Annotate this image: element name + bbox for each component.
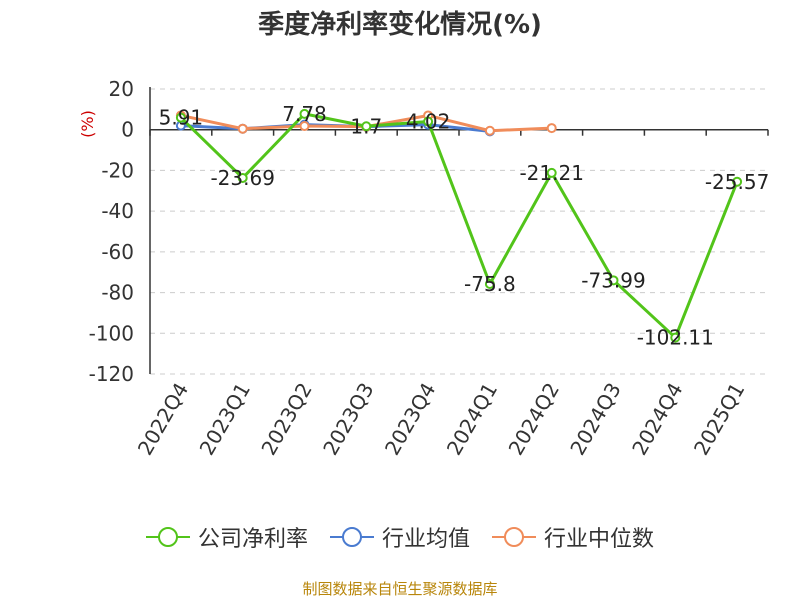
data-label: 7.78 xyxy=(282,102,327,126)
grid-lines xyxy=(150,88,768,375)
x-tick-label: 2024Q3 xyxy=(565,379,625,460)
x-tick-label: 2024Q2 xyxy=(504,379,564,460)
y-tick-label: -80 xyxy=(101,281,134,305)
x-tick-label: 2024Q4 xyxy=(627,379,687,460)
data-point xyxy=(484,125,495,136)
legend-label: 行业中位数 xyxy=(544,527,655,552)
data-point xyxy=(732,176,743,187)
y-tick-label: 0 xyxy=(121,118,134,142)
legend-marker-blue-icon xyxy=(329,527,374,547)
series-line xyxy=(179,112,739,340)
y-tick-label: -60 xyxy=(101,240,134,264)
data-label: -21.21 xyxy=(519,161,583,185)
data-point xyxy=(299,108,310,119)
legend-item-company-net-margin[interactable]: 公司净利率 xyxy=(145,521,308,553)
y-tick-label: -40 xyxy=(101,199,134,223)
data-point xyxy=(546,123,557,134)
source-note: 制图数据来自恒生聚源数据库 xyxy=(302,580,498,598)
y-tick-label: -100 xyxy=(89,321,134,345)
legend-marker-green-icon xyxy=(145,527,190,547)
data-label: -25.57 xyxy=(705,170,769,194)
x-tick-label: 2024Q1 xyxy=(442,379,502,460)
y-tick-label: -120 xyxy=(89,362,134,386)
data-label: -102.11 xyxy=(637,326,714,350)
data-label: -23.69 xyxy=(210,166,274,190)
legend-label: 行业均值 xyxy=(381,527,470,552)
y-tick-label: 20 xyxy=(109,77,134,101)
legend-label: 公司净利率 xyxy=(197,527,308,552)
data-point xyxy=(608,275,619,286)
x-tick-label: 2023Q4 xyxy=(380,378,440,459)
data-label: 5.91 xyxy=(159,106,204,130)
data-point xyxy=(484,279,495,290)
x-tick-label: 2025Q1 xyxy=(689,379,749,460)
series-lines xyxy=(175,108,743,343)
data-point xyxy=(546,167,557,178)
legend-item-industry-median[interactable]: 行业中位数 xyxy=(492,521,654,553)
y-tick-label: -20 xyxy=(101,158,134,182)
x-tick-label: 2023Q1 xyxy=(195,379,255,460)
legend: 公司净利率 行业均值 行业中位数 xyxy=(0,519,800,555)
x-tick-label: 2023Q3 xyxy=(318,379,378,460)
data-point xyxy=(361,121,372,132)
x-tick-label: 2023Q2 xyxy=(256,379,316,460)
data-point xyxy=(670,332,681,343)
chart-title: 季度净利率变化情况(%) xyxy=(258,10,542,40)
axes: 200-20-40-60-80-100-120(%)2022Q4 2023Q1 20… xyxy=(78,77,769,460)
data-point xyxy=(237,123,248,134)
data-label: 4.02 xyxy=(406,110,451,134)
data-point xyxy=(237,172,248,183)
data-labels: 5.91 -23.69 7.78 1.7 4.02 -75.8 -21.21 -73.99 -1… xyxy=(159,102,770,350)
data-label: 1.7 xyxy=(350,114,382,138)
x-tick-label: 2022Q4 xyxy=(133,379,193,460)
legend-item-industry-mean[interactable]: 行业均值 xyxy=(329,521,470,553)
y-axis-label: (%) xyxy=(78,110,97,138)
data-point xyxy=(175,112,186,123)
legend-marker-orange-icon xyxy=(492,527,536,547)
data-point xyxy=(423,116,434,127)
data-label: -73.99 xyxy=(581,268,645,292)
data-label: -75.8 xyxy=(464,272,516,296)
data-point xyxy=(299,121,310,132)
